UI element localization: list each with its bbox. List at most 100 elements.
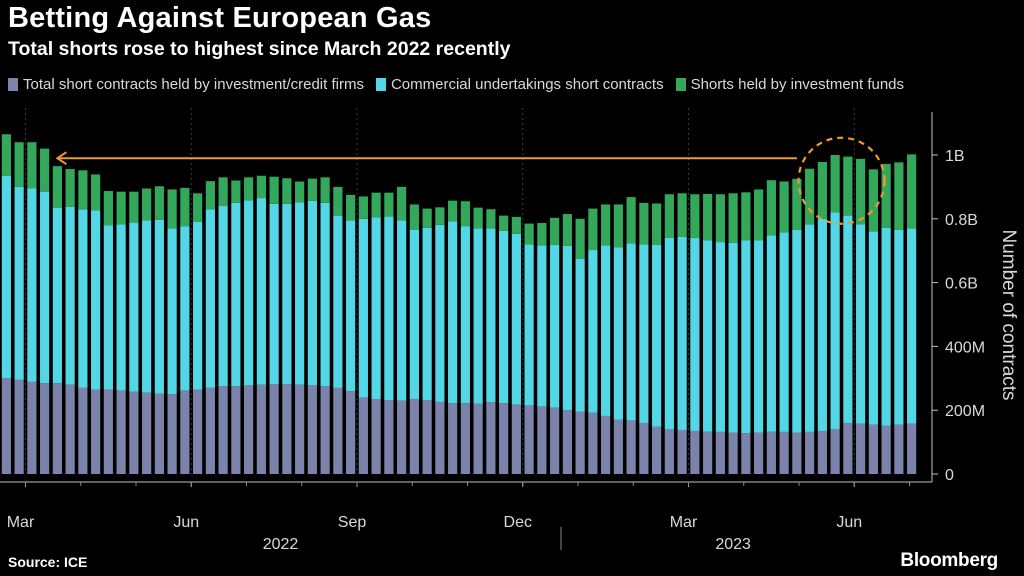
bar-commercial-39 [499,230,509,404]
bar-investment-credit-59 [754,432,764,474]
bar-commercial-2 [27,188,37,382]
bar-investment-credit-55 [703,431,713,474]
bar-investment-funds-26 [333,186,343,216]
legend-item-commercial: Commercial undertakings short contracts [375,76,664,93]
bar-investment-funds-6 [78,170,88,210]
bar-investment-credit-60 [766,431,776,474]
bar-commercial-38 [486,228,496,403]
vertical-gridlines [25,108,855,474]
bar-investment-credit-28 [358,397,368,474]
bar-commercial-71 [907,228,917,424]
bar-commercial-33 [422,227,432,400]
y-tick-label-1: 200M [945,403,985,420]
bar-investment-funds-71 [907,154,917,229]
bar-investment-credit-47 [601,415,611,474]
bar-investment-funds-38 [486,209,496,229]
bar-commercial-61 [779,232,789,432]
bar-commercial-54 [690,237,700,431]
bar-commercial-9 [116,224,126,391]
bar-commercial-14 [180,226,190,391]
bar-investment-credit-53 [677,429,687,474]
bar-investment-funds-15 [193,193,203,222]
bar-investment-credit-57 [728,432,738,474]
bar-investment-credit-1 [14,379,24,474]
bar-commercial-64 [817,218,827,431]
bar-commercial-42 [537,245,547,407]
bar-investment-funds-22 [282,178,292,204]
bar-investment-funds-11 [142,188,152,221]
bar-investment-credit-6 [78,387,88,474]
bar-commercial-6 [78,209,88,388]
bar-commercial-5 [65,206,75,385]
bar-investment-funds-66 [843,156,853,216]
bar-commercial-40 [511,233,521,405]
bar-investment-funds-60 [766,180,776,236]
bar-commercial-69 [881,227,891,426]
bar-investment-credit-44 [562,410,572,474]
bar-investment-funds-50 [639,202,649,245]
bar-commercial-41 [524,244,534,406]
bar-investment-credit-15 [193,389,203,474]
axes: 0 200M 400M 0.6B 0.8B 1B Number of contracts Ma… [0,112,1019,553]
bar-investment-credit-58 [741,433,751,474]
bar-investment-credit-32 [409,399,419,474]
legend-item-investment-funds: Shorts held by investment funds [675,76,904,93]
bar-investment-credit-69 [881,425,891,474]
bar-commercial-65 [830,212,840,430]
year-label-0: 2022 [263,536,299,553]
bar-investment-credit-17 [218,386,228,474]
bar-investment-credit-38 [486,402,496,474]
source-note: Source: ICE [8,554,88,570]
bar-investment-funds-39 [499,215,509,231]
bar-investment-credit-41 [524,405,534,474]
bar-investment-credit-29 [371,399,381,474]
bar-commercial-27 [346,220,356,392]
bar-investment-funds-33 [422,208,432,228]
bar-investment-credit-12 [154,393,164,474]
bar-investment-credit-27 [346,391,356,474]
bar-commercial-48 [613,247,623,420]
bar-investment-funds-49 [626,197,636,244]
bar-commercial-45 [575,258,585,412]
legend: Total short contracts held by investment… [8,76,904,93]
bar-investment-funds-13 [167,189,177,229]
bar-investment-credit-23 [295,384,305,474]
bloomberg-logo: Bloomberg [900,550,998,571]
bar-commercial-60 [766,235,776,432]
bar-investment-funds-69 [881,163,891,228]
bar-investment-funds-37 [473,207,483,229]
bar-commercial-37 [473,228,483,404]
bar-investment-credit-70 [894,424,904,474]
bar-investment-credit-3 [40,383,50,474]
bar-investment-credit-14 [180,390,190,474]
bar-commercial-12 [154,219,164,394]
bar-investment-credit-5 [65,384,75,474]
bar-commercial-10 [129,222,139,392]
bar-investment-funds-17 [218,177,228,207]
bar-investment-credit-37 [473,403,483,474]
bar-commercial-56 [715,242,725,432]
x-tick-label-4: Mar [670,514,698,531]
bar-investment-credit-24 [307,385,317,474]
bar-commercial-43 [550,244,560,408]
bar-investment-credit-62 [792,432,802,474]
bar-investment-credit-45 [575,411,585,474]
bar-commercial-23 [295,202,305,385]
annotations [55,136,886,225]
bar-commercial-52 [664,237,674,430]
bar-investment-funds-68 [868,169,878,232]
bar-investment-funds-34 [435,207,445,225]
bar-investment-credit-65 [830,429,840,474]
bar-commercial-62 [792,229,802,433]
bar-investment-funds-61 [779,181,789,233]
bar-investment-funds-28 [358,196,368,219]
bar-investment-credit-19 [244,385,254,474]
bar-commercial-63 [805,224,815,432]
bar-commercial-26 [333,215,343,388]
bar-investment-funds-27 [346,194,356,221]
bar-commercial-31 [397,220,407,401]
bar-commercial-49 [626,243,636,421]
bar-investment-credit-4 [52,383,62,474]
legend-label-commercial: Commercial undertakings short contracts [390,76,664,93]
